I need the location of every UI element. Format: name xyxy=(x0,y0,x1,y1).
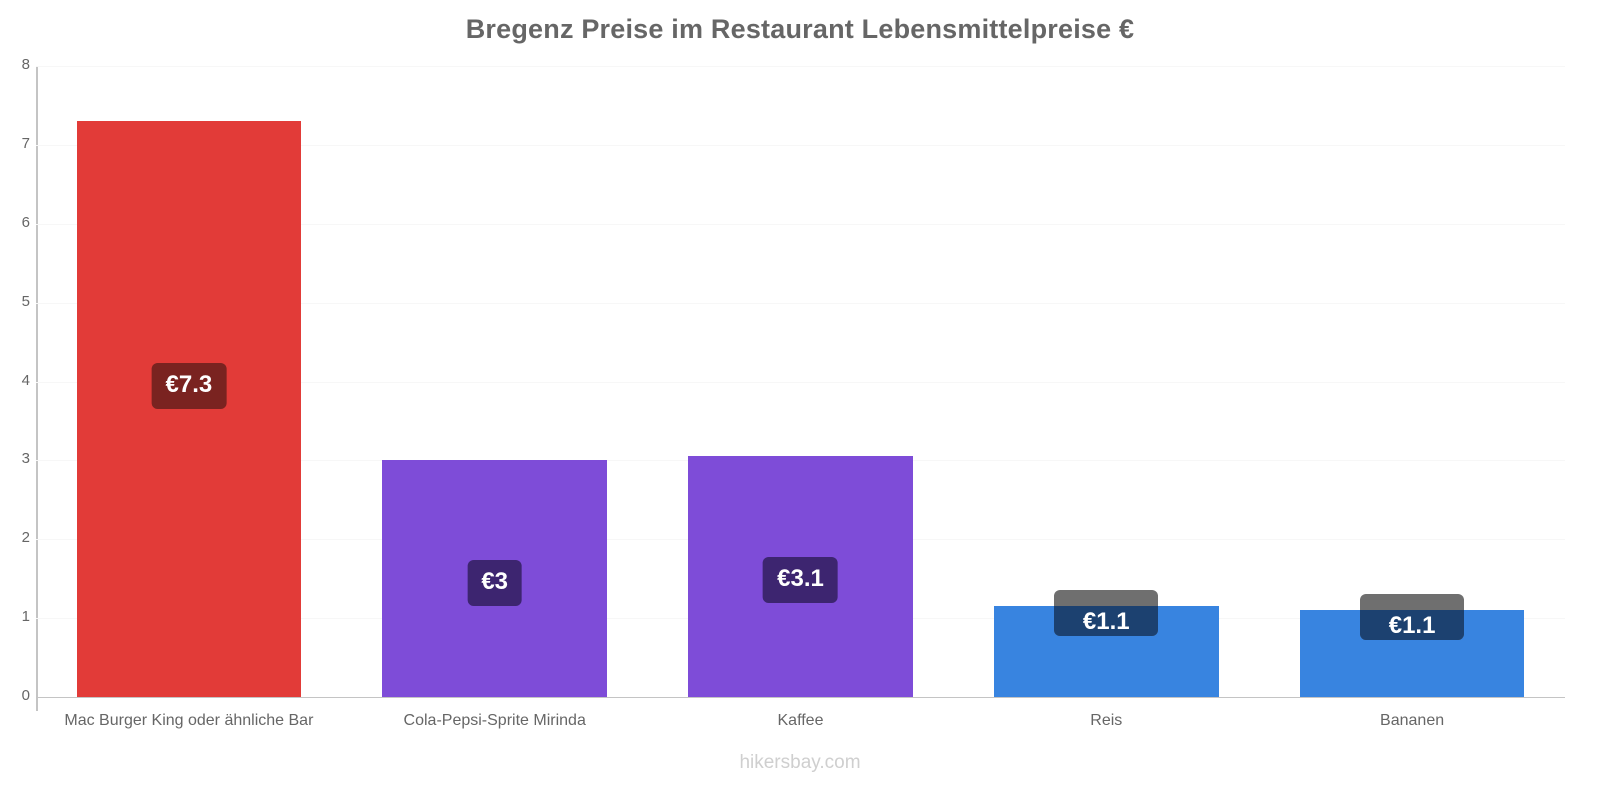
y-axis-line xyxy=(36,66,38,711)
bar-value-text: €1.1 xyxy=(1082,608,1130,636)
bar-value-label: €3.1 xyxy=(763,557,838,604)
y-tick-label-4: 4 xyxy=(21,371,30,389)
x-tick-label: Cola-Pepsi-Sprite Mirinda xyxy=(403,712,586,729)
y-tick-label-6: 6 xyxy=(21,213,30,231)
gridline-7 xyxy=(36,144,1565,146)
bar-value-text: €7.3 xyxy=(165,371,213,399)
y-tick-label-7: 7 xyxy=(21,134,30,152)
x-tick-label: Kaffee xyxy=(777,712,824,729)
bar[interactable]: €1.1 xyxy=(1299,594,1525,697)
bar-value-label: €7.3 xyxy=(151,363,227,410)
bar-value-label: €1.1 xyxy=(1360,594,1465,641)
x-tick-label: Reis xyxy=(1090,712,1123,729)
bar[interactable]: €1.1 xyxy=(993,590,1219,697)
x-tick-label: Mac Burger King oder ähnliche Bar xyxy=(64,712,314,729)
bar-value-label: €1.1 xyxy=(1054,590,1159,637)
bar-value-badge-body: €1.1 xyxy=(1054,606,1159,637)
y-tick-label-1: 1 xyxy=(21,608,30,626)
chart-title: Bregenz Preise im Restaurant Lebensmitte… xyxy=(465,14,1135,44)
bar-value-text: €3 xyxy=(481,567,509,595)
gridline-4 xyxy=(36,381,1565,383)
y-tick-label-0: 0 xyxy=(21,687,30,704)
gridline-0 xyxy=(36,697,1565,698)
x-tick-label: Bananen xyxy=(1380,712,1445,729)
y-tick-label-8: 8 xyxy=(21,56,30,73)
bar[interactable]: €7.3 xyxy=(76,121,302,697)
y-tick-label-3: 3 xyxy=(21,450,30,468)
gridline-8 xyxy=(36,66,1565,67)
bar-value-text: €1.1 xyxy=(1388,612,1436,640)
y-tick-label-5: 5 xyxy=(21,292,30,310)
bar-value-text: €3.1 xyxy=(777,565,824,593)
bar-value-label: €3 xyxy=(467,559,523,606)
y-tick-label-2: 2 xyxy=(21,529,30,547)
gridline-6 xyxy=(36,223,1565,225)
bar-value-badge-body: €1.1 xyxy=(1360,610,1465,641)
gridline-5 xyxy=(36,302,1565,304)
bar[interactable]: €3 xyxy=(382,460,608,697)
footer-watermark: hikersbay.com xyxy=(739,752,861,773)
bar[interactable]: €3.1 xyxy=(688,456,913,697)
